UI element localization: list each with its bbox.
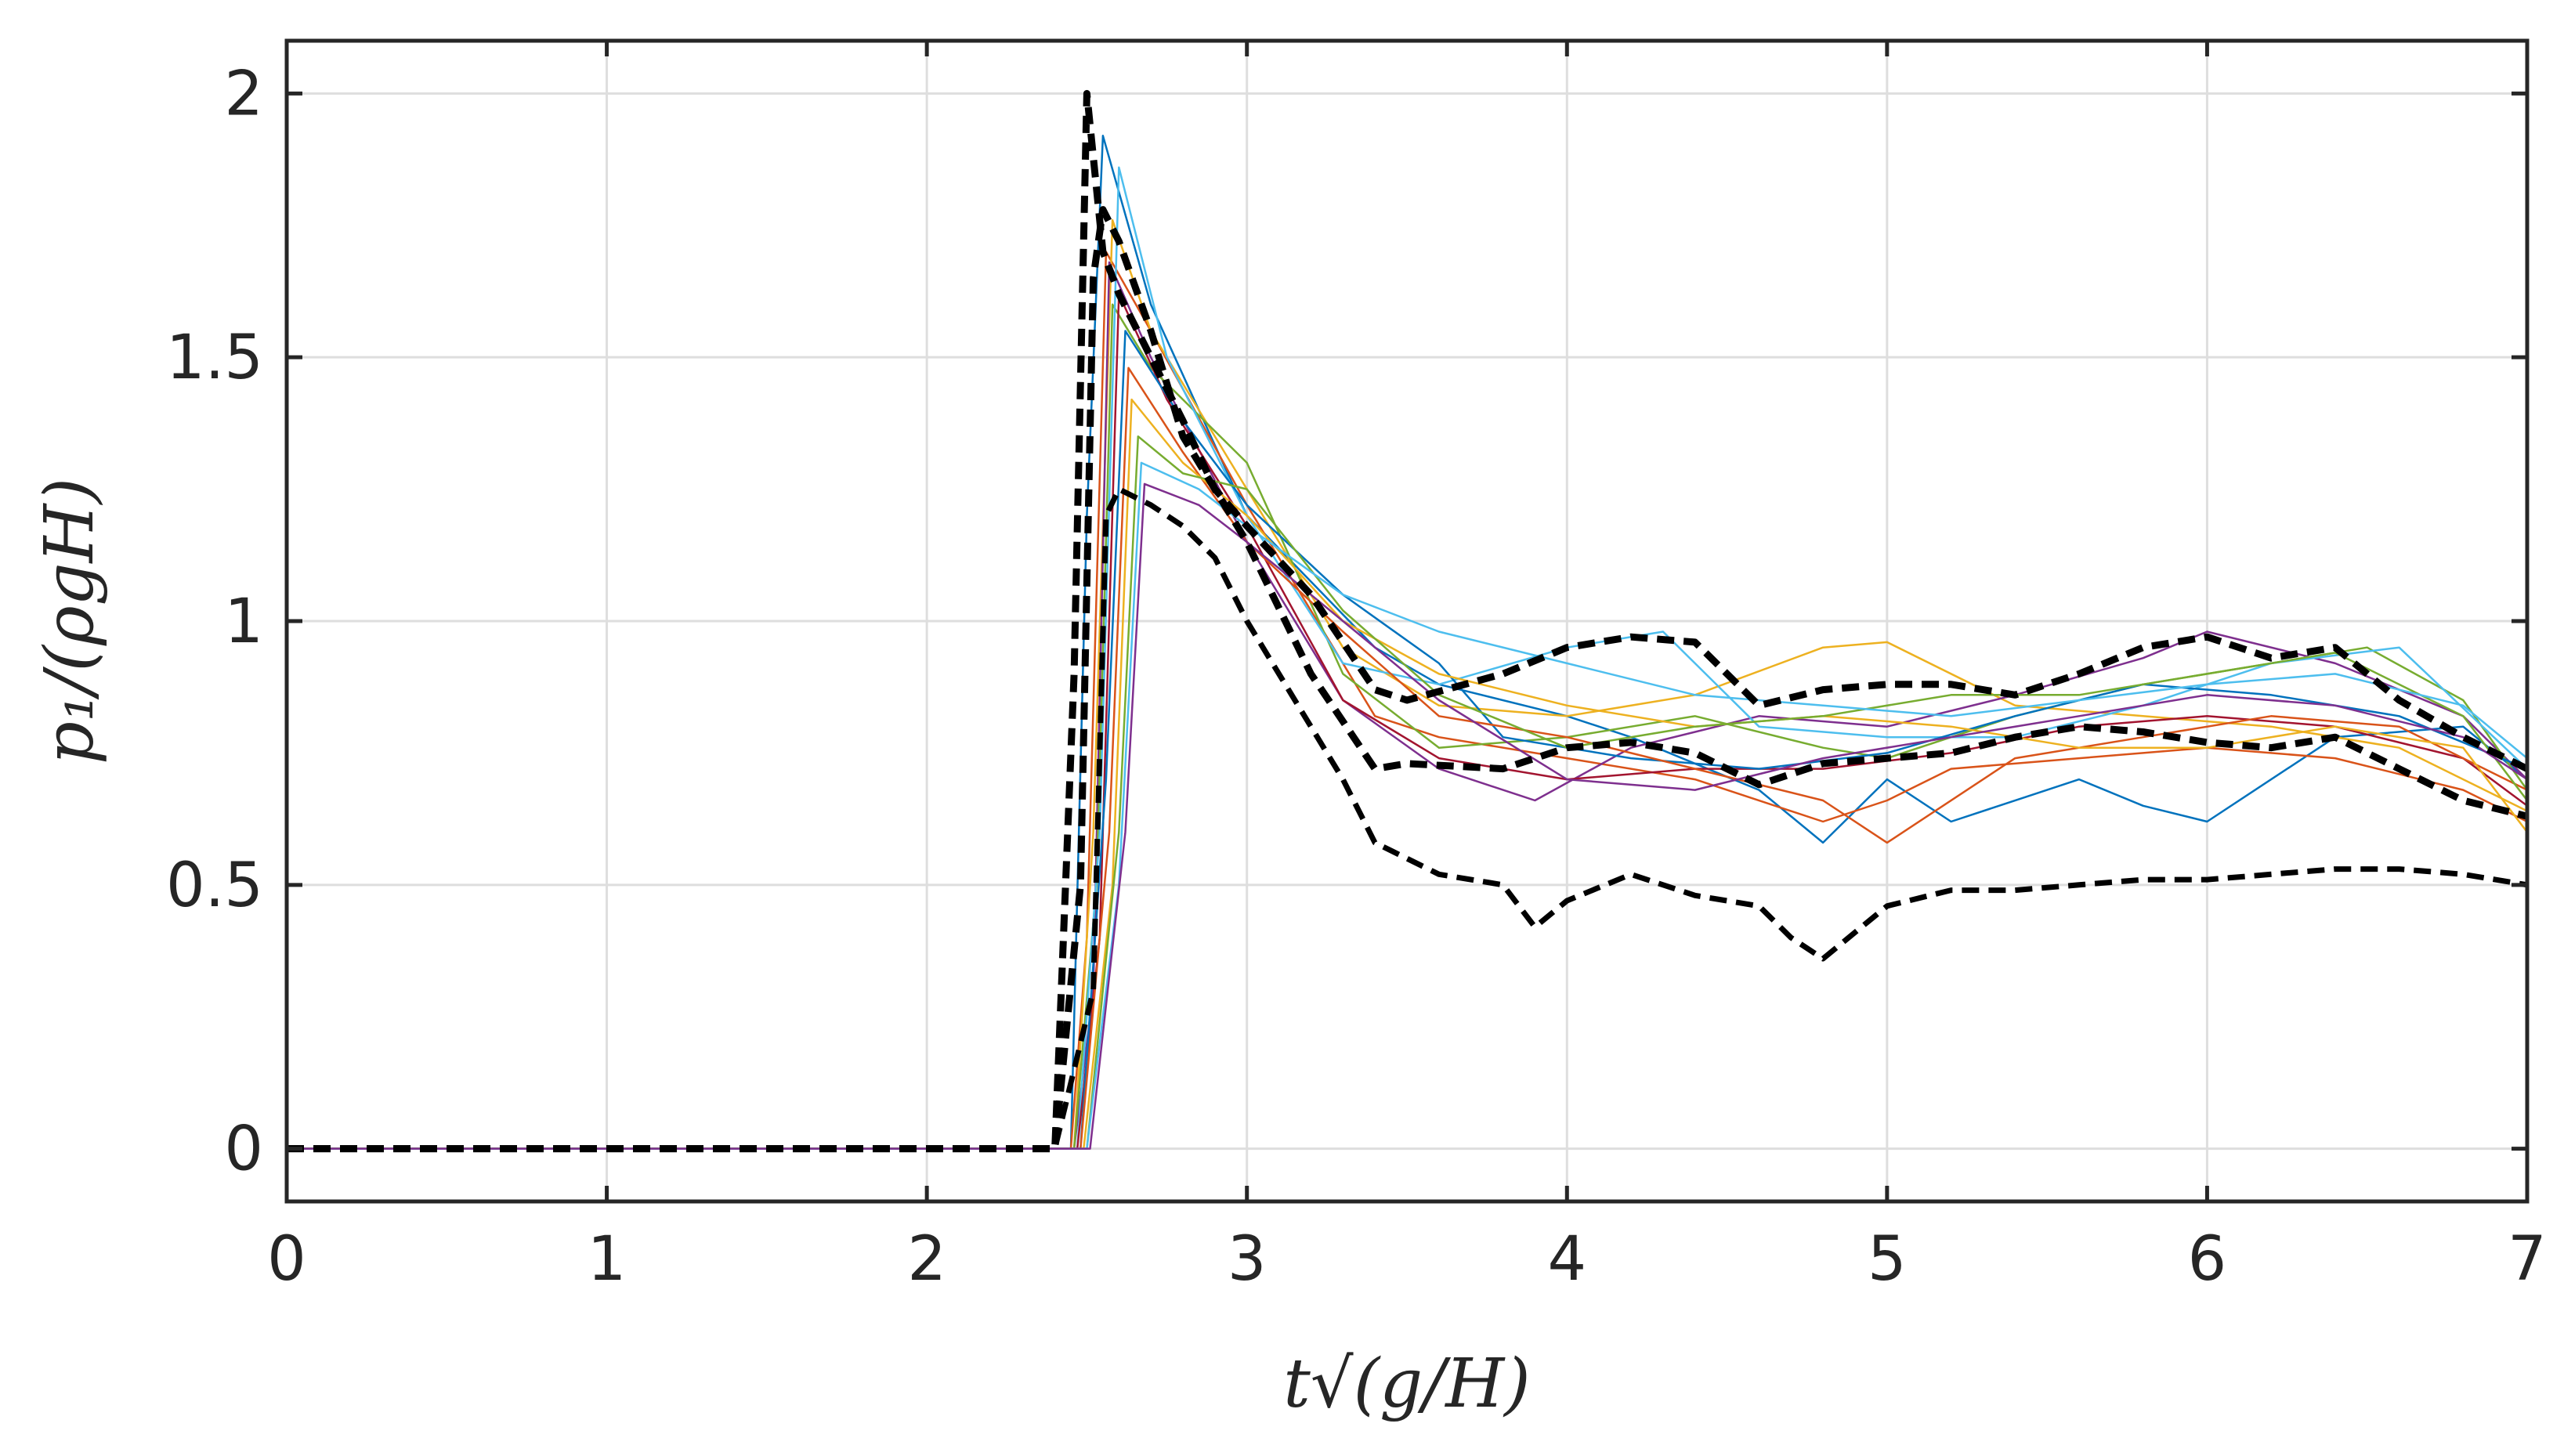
grid-lines: [285, 41, 2529, 1201]
series-group: [287, 89, 2527, 1153]
x-tick-label: 0: [267, 1224, 306, 1295]
y-axis-label: p₁/(ρgH): [31, 478, 109, 764]
x-axis-label: t√(g/H): [1283, 1345, 1531, 1423]
trial-series-line: [287, 261, 2527, 1150]
x-tick-label: 7: [2508, 1224, 2547, 1295]
trial-series-line: [287, 398, 2527, 1150]
reference-series-line: [287, 206, 2527, 1153]
trial-series-line: [287, 251, 2527, 1150]
trial-series-line: [287, 367, 2527, 1150]
reference-series-line: [287, 89, 2527, 1153]
y-tick-label: 0.5: [166, 851, 263, 921]
y-tick-label: 1: [224, 587, 263, 657]
y-tick-label: 2: [224, 59, 263, 129]
reference-series-line: [287, 486, 2527, 1152]
trial-series-line: [287, 482, 2527, 1150]
x-tick-label: 2: [907, 1224, 946, 1295]
x-tick-label: 3: [1228, 1224, 1267, 1295]
y-tick-label: 1.5: [166, 323, 263, 393]
x-tick-label: 5: [1868, 1224, 1907, 1295]
y-tick-label: 0: [224, 1115, 263, 1185]
x-tick-label: 4: [1547, 1224, 1586, 1295]
x-tick-label: 1: [588, 1224, 627, 1295]
trial-series-line: [287, 461, 2527, 1150]
x-tick-label: 6: [2188, 1224, 2227, 1295]
ticks: 0 1 2 3 4 5 6 7 0 0.5 1 1.5 2: [166, 41, 2547, 1295]
